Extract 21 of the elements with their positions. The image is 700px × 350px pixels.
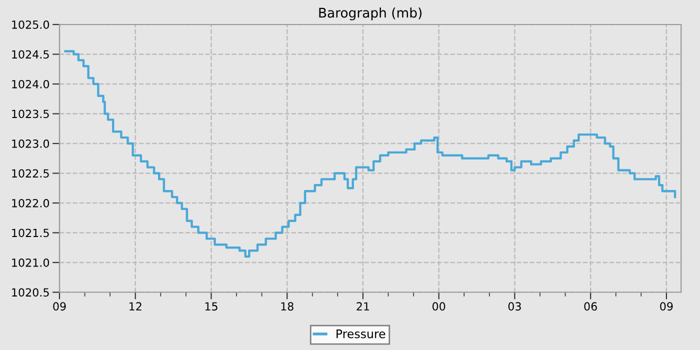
y-tick-label: 1022.5: [12, 169, 49, 178]
y-tick-label: 1021.5: [12, 228, 49, 238]
x-tick-label: 15: [205, 302, 218, 311]
x-tick-label: 09: [660, 302, 673, 311]
y-tick-label: 1020.5: [12, 288, 49, 297]
y-tick-label: 1023.0: [12, 139, 50, 148]
x-tick-label: 09: [53, 302, 66, 311]
x-tick-label: 06: [584, 302, 597, 311]
x-tick-label: 21: [356, 302, 370, 310]
x-tick-label: 03: [508, 302, 521, 311]
y-tick-label: 1021.0: [12, 258, 50, 267]
x-tick-label: 18: [281, 302, 294, 311]
legend-label: Pressure: [336, 329, 386, 338]
y-tick-label: 1024.5: [12, 50, 49, 59]
y-tick-label: 1023.5: [12, 110, 49, 118]
y-tick-label: 1024.0: [12, 80, 50, 88]
x-tick-label: 00: [432, 302, 446, 311]
y-tick-label: 1022.0: [12, 198, 50, 208]
y-tick-label: 1025.0: [12, 20, 50, 29]
chart-title: Barograph (mb): [319, 8, 422, 20]
x-tick-label: 12: [130, 302, 142, 310]
